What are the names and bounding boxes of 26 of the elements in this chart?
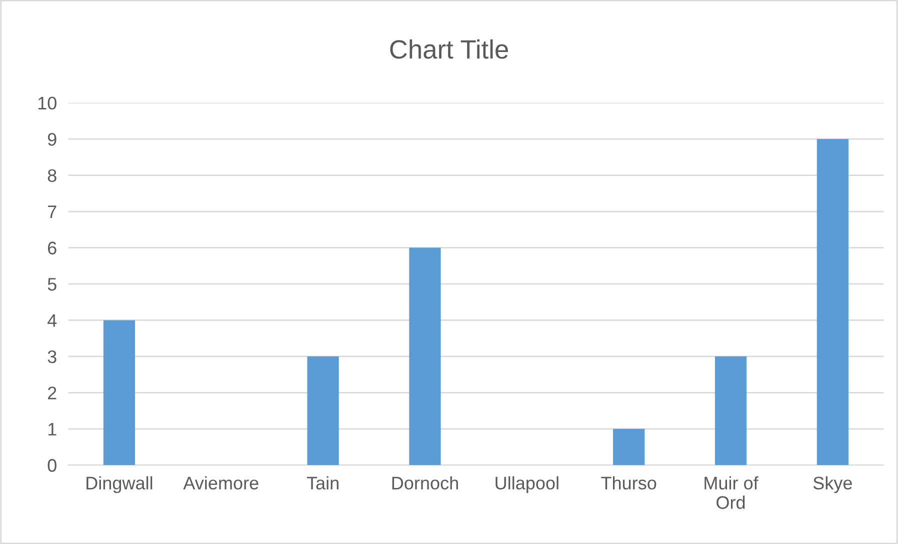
bar: [103, 320, 136, 466]
y-tick-label: 3: [48, 350, 56, 364]
x-tick-label: Muir of Ord: [704, 476, 758, 509]
x-tick-label: Skye: [813, 476, 852, 494]
x-tick-label: Tain: [306, 476, 338, 490]
bar: [714, 356, 747, 466]
y-tick-label: 8: [48, 169, 56, 182]
y-tick-label: 5: [48, 278, 56, 291]
y-tick-label: 0: [48, 459, 56, 472]
y-tick-label: 7: [48, 206, 56, 218]
bar: [816, 139, 848, 466]
bar: [409, 248, 441, 466]
y-tick-label: 4: [48, 314, 57, 327]
y-tick-label: 2: [48, 386, 56, 400]
chart-title: Chart Title: [390, 39, 508, 59]
x-tick-label: Aviemore: [183, 476, 258, 490]
y-tick-label: 1: [48, 423, 56, 436]
y-tick-label: 10: [38, 96, 56, 110]
y-tick-label: 6: [48, 242, 56, 254]
x-tick-label: Dingwall: [86, 476, 152, 494]
x-tick-label: Dornoch: [392, 476, 458, 490]
bar: [613, 428, 645, 466]
x-tick-label: Thurso: [601, 476, 656, 490]
y-tick-label: 9: [48, 132, 56, 146]
bar: [307, 356, 339, 466]
x-tick-label: Ullapool: [496, 476, 558, 494]
